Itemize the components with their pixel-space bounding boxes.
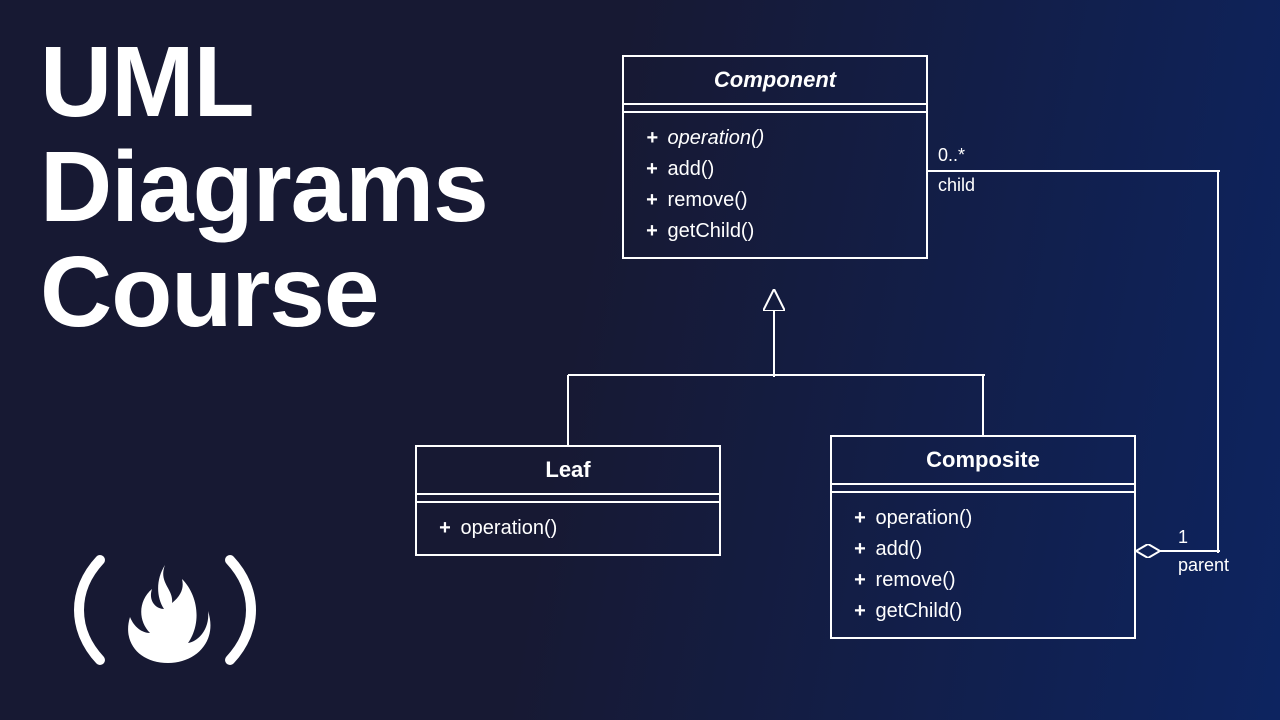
multiplicity-child: 0..* bbox=[938, 145, 965, 166]
uml-operation: + operation() bbox=[435, 513, 701, 544]
operation-text: getChild() bbox=[870, 600, 962, 622]
visibility: + bbox=[850, 538, 870, 561]
agg-bottom bbox=[1160, 550, 1220, 552]
operation-text: add() bbox=[662, 158, 714, 180]
gen-to-composite bbox=[982, 375, 984, 437]
uml-operation: + add() bbox=[850, 534, 1116, 565]
generalization-arrowhead-icon bbox=[763, 289, 785, 311]
uml-class-component: Component+ operation()+ add()+ remove()+… bbox=[622, 55, 928, 259]
visibility: + bbox=[642, 220, 662, 243]
operation-text: remove() bbox=[870, 569, 956, 591]
operation-text: operation() bbox=[455, 517, 557, 539]
uml-operation: + getChild() bbox=[642, 216, 908, 247]
uml-operations: + operation()+ add()+ remove()+ getChild… bbox=[624, 113, 926, 257]
uml-operation: + add() bbox=[642, 154, 908, 185]
uml-operation: + operation() bbox=[850, 503, 1116, 534]
uml-operations: + operation() bbox=[417, 503, 719, 554]
visibility: + bbox=[850, 600, 870, 623]
uml-class-name: Composite bbox=[832, 437, 1134, 485]
freecodecamp-logo-icon bbox=[60, 545, 270, 680]
gen-to-leaf bbox=[567, 375, 569, 447]
visibility: + bbox=[850, 569, 870, 592]
uml-operation: + remove() bbox=[642, 185, 908, 216]
uml-separator bbox=[624, 105, 926, 113]
gen-stem bbox=[773, 311, 775, 377]
uml-operation: + operation() bbox=[642, 123, 908, 154]
agg-right bbox=[1217, 171, 1219, 553]
visibility: + bbox=[435, 517, 455, 540]
operation-text: getChild() bbox=[662, 220, 754, 242]
agg-top bbox=[928, 170, 1220, 172]
uml-separator bbox=[832, 485, 1134, 493]
role-child: child bbox=[938, 175, 975, 196]
operation-text: add() bbox=[870, 538, 922, 560]
uml-class-leaf: Leaf + operation() bbox=[415, 445, 721, 556]
visibility: + bbox=[642, 127, 662, 150]
visibility: + bbox=[850, 507, 870, 530]
uml-class-composite: Composite+ operation()+ add()+ remove()+… bbox=[830, 435, 1136, 639]
visibility: + bbox=[642, 158, 662, 181]
visibility: + bbox=[642, 189, 662, 212]
uml-separator bbox=[417, 495, 719, 503]
uml-diagram: Component+ operation()+ add()+ remove()+… bbox=[400, 45, 1260, 685]
operation-text: operation() bbox=[870, 507, 972, 529]
uml-class-name: Component bbox=[624, 57, 926, 105]
role-parent: parent bbox=[1178, 555, 1229, 576]
uml-operation: + remove() bbox=[850, 565, 1116, 596]
multiplicity-parent: 1 bbox=[1178, 527, 1188, 548]
aggregation-diamond-icon bbox=[1136, 544, 1160, 558]
operation-text: operation() bbox=[662, 127, 764, 149]
gen-horizontal bbox=[568, 374, 985, 376]
operation-text: remove() bbox=[662, 189, 748, 211]
uml-class-name: Leaf bbox=[417, 447, 719, 495]
uml-operation: + getChild() bbox=[850, 596, 1116, 627]
uml-operations: + operation()+ add()+ remove()+ getChild… bbox=[832, 493, 1134, 637]
